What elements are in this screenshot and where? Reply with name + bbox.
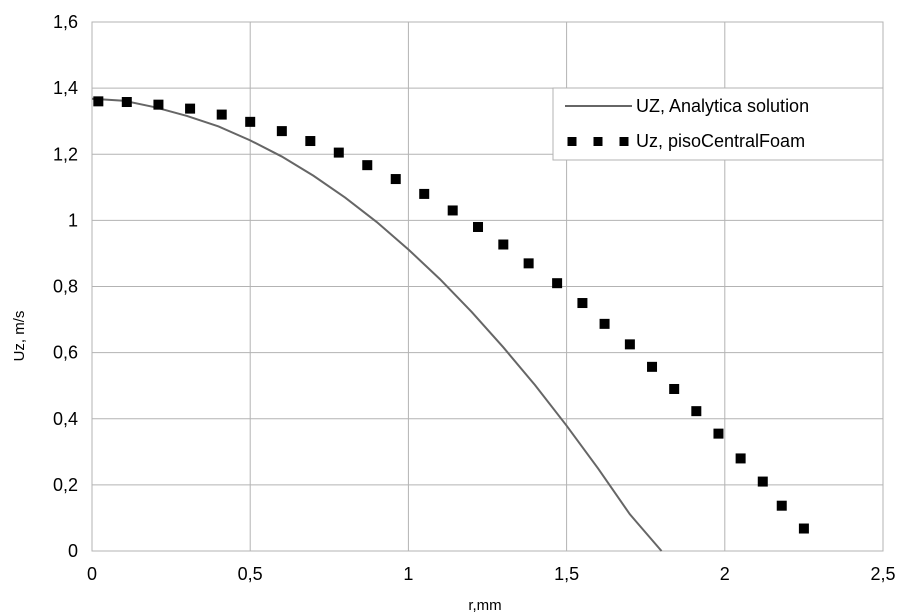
data-point [735, 453, 746, 464]
y-tick-label: 0 [68, 541, 78, 561]
legend-box [552, 87, 884, 161]
legend: UZ, Analytica solution Uz, pisoCentralFo… [552, 87, 884, 161]
y-tick-labels: 0 0,2 0,4 0,6 0,8 1 1,2 1,4 1,6 [53, 12, 78, 561]
series-pisocentralfoam [93, 96, 809, 534]
data-point [121, 97, 132, 108]
data-point [216, 109, 227, 120]
series-analytical [91, 97, 663, 552]
data-point [713, 428, 724, 439]
data-point [624, 339, 635, 350]
y-tick-label: 1,2 [53, 144, 78, 164]
data-point [419, 188, 430, 199]
data-point [245, 116, 256, 127]
data-point [498, 239, 509, 250]
data-point [523, 258, 534, 269]
legend-marker [567, 137, 577, 146]
data-point [669, 383, 680, 394]
data-point [577, 298, 588, 309]
data-point [153, 99, 164, 110]
data-point [185, 103, 196, 114]
legend-marker [593, 137, 603, 146]
data-point [305, 136, 316, 147]
legend-marker [619, 137, 629, 146]
y-tick-label: 0,4 [53, 409, 78, 429]
y-tick-label: 1,4 [53, 78, 78, 98]
data-point [691, 406, 702, 417]
data-point [599, 318, 610, 329]
y-tick-label: 1,6 [53, 12, 78, 32]
data-point [776, 500, 787, 511]
data-point [552, 278, 563, 289]
x-axis-title: r,mm [468, 597, 501, 614]
legend-label-pisocentralfoam: Uz, pisoCentralFoam [636, 131, 805, 151]
y-tick-label: 0,2 [53, 475, 78, 495]
data-point [473, 221, 484, 232]
legend-label-analytical: UZ, Analytica solution [636, 96, 809, 116]
data-point [93, 96, 104, 107]
data-point [447, 205, 458, 216]
x-tick-label: 0 [87, 564, 97, 584]
y-tick-label: 0,8 [53, 277, 78, 297]
data-point [798, 523, 809, 534]
data-point [757, 476, 768, 487]
y-tick-label: 1 [68, 210, 78, 230]
data-point [333, 147, 344, 158]
x-tick-label: 1 [403, 564, 413, 584]
data-point [647, 361, 658, 372]
data-point [390, 174, 401, 185]
x-tick-label: 1,5 [554, 564, 579, 584]
analytical-curve [91, 97, 663, 552]
x-tick-labels: 0 0,5 1 1,5 2 2,5 [87, 564, 896, 584]
y-axis-title: Uz, m/s [11, 311, 28, 362]
x-tick-label: 2,5 [870, 564, 895, 584]
legend-marker-swatch [567, 137, 629, 146]
x-tick-label: 0,5 [238, 564, 263, 584]
data-point [276, 126, 287, 137]
data-point [362, 160, 373, 171]
y-tick-label: 0,6 [53, 343, 78, 363]
plot-frame [91, 21, 884, 552]
x-tick-label: 2 [720, 564, 730, 584]
